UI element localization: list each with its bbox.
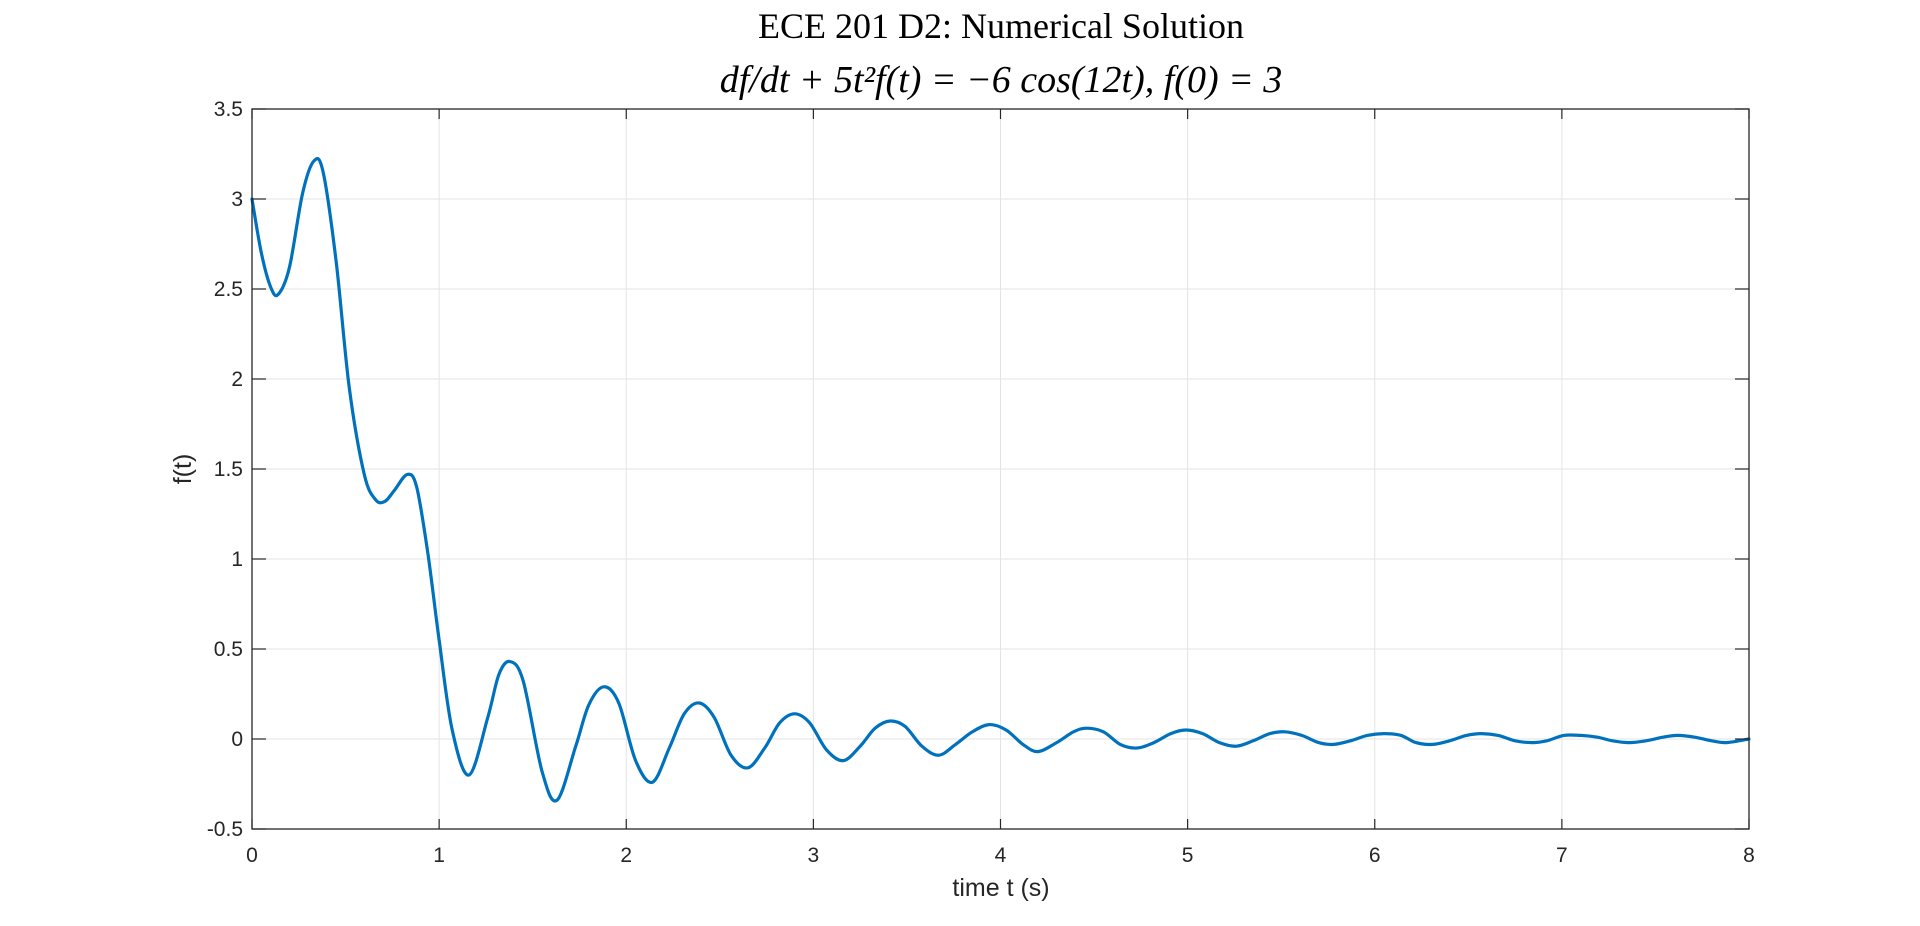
x-tick-label: 0 <box>246 844 258 867</box>
y-gridlines <box>252 198 1749 740</box>
x-axis-label: time t (s) <box>952 874 1049 902</box>
x-tick-label: 7 <box>1556 844 1568 867</box>
x-tick-label: 8 <box>1743 844 1755 867</box>
y-axis-ticks: -0.5 0 0.5 1 1.5 2 2.5 3 3.5 <box>207 98 1749 841</box>
series-line <box>250 157 1751 803</box>
x-tick-label: 2 <box>620 844 632 867</box>
x-axis-ticks: 0 1 2 3 4 5 6 7 8 <box>246 109 1755 867</box>
y-tick-label: 1 <box>231 548 243 571</box>
x-tick-label: 6 <box>1369 844 1381 867</box>
series-layer <box>250 157 1751 803</box>
y-axis-label: f(t) <box>169 454 197 485</box>
chart-subtitle: df/dt + 5t²f(t) = −6 cos(12t), f(0) = 3 <box>720 59 1283 101</box>
y-tick-label: 3.5 <box>214 98 243 121</box>
y-tick-label: -0.5 <box>207 818 243 841</box>
y-tick-label: 0 <box>231 728 243 751</box>
y-tick-label: 2 <box>231 368 243 391</box>
x-tick-label: 1 <box>433 844 445 867</box>
x-tick-label: 5 <box>1182 844 1194 867</box>
chart-title: ECE 201 D2: Numerical Solution <box>758 6 1244 46</box>
y-tick-label: 3 <box>231 188 243 211</box>
x-tick-label: 3 <box>808 844 820 867</box>
y-tick-label: 0.5 <box>214 638 243 661</box>
x-tick-label: 4 <box>995 844 1007 867</box>
y-tick-label: 2.5 <box>214 278 243 301</box>
y-tick-label: 1.5 <box>214 458 243 481</box>
